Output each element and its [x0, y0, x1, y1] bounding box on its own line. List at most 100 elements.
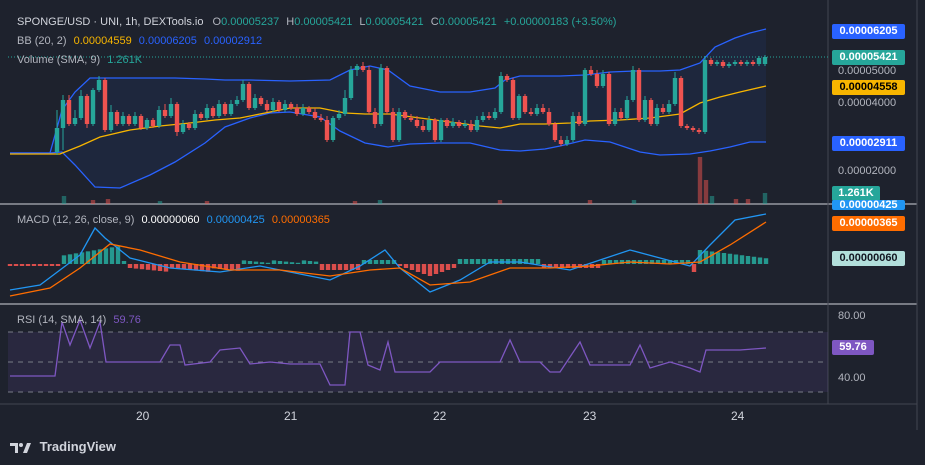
macd-hist-bar — [121, 261, 127, 264]
volume-bar — [697, 157, 703, 204]
macd-hist-bar — [421, 264, 427, 274]
candle — [210, 106, 216, 118]
candle — [666, 100, 672, 114]
macd-hist-bar — [79, 252, 85, 264]
candle — [678, 76, 684, 128]
macd-hist-bar — [151, 264, 157, 271]
macd-hist-bar — [649, 260, 655, 264]
candle — [714, 60, 720, 66]
rsi-legend[interactable]: RSI (14, SMA, 14) 59.76 — [17, 314, 141, 326]
candle — [78, 90, 84, 120]
macd-hist-bar — [757, 257, 763, 264]
candle — [450, 118, 456, 128]
macd-hist-bar — [709, 251, 715, 264]
candle — [432, 118, 438, 142]
main-legend[interactable]: SPONGE/USD · UNI, 1h, DEXTools.io O0.000… — [17, 16, 616, 28]
volume-legend[interactable]: Volume (SMA, 9) 1.261K — [17, 54, 142, 66]
candle — [402, 110, 408, 120]
signal-line — [9, 221, 767, 297]
open-value: 0.00005237 — [221, 16, 280, 28]
macd-hist-bar — [469, 259, 475, 264]
candle — [336, 110, 342, 120]
macd-hist-bar — [763, 258, 769, 264]
macd-hist-bar — [163, 264, 169, 272]
macd-hist-bar — [169, 264, 175, 269]
candle — [204, 104, 210, 120]
macd-hist-bar — [301, 260, 307, 264]
macd-hist-bar — [115, 246, 121, 264]
bb-lower-line — [10, 111, 766, 189]
time-axis-label: 20 — [136, 409, 150, 423]
candle — [156, 106, 162, 128]
macd-hist-bar — [223, 264, 229, 270]
macd-hist-bar — [397, 264, 403, 266]
macd-hist-bar — [721, 253, 727, 264]
candle — [474, 116, 480, 132]
macd-hist-bar — [553, 264, 559, 268]
candle — [438, 118, 444, 142]
macd-hist-bar — [463, 259, 469, 264]
tradingview-brand[interactable]: TradingView — [10, 439, 116, 455]
volume-bar — [105, 199, 111, 204]
macd-hist-bar — [109, 247, 115, 264]
volume-bar — [377, 200, 383, 204]
candle — [756, 56, 762, 66]
tradingview-logo-icon — [10, 442, 31, 453]
close-value: 0.00005421 — [438, 16, 497, 28]
macd-hist-bar — [253, 261, 259, 264]
macd-hist-bar — [535, 259, 541, 264]
candle — [516, 94, 522, 120]
candle — [480, 112, 486, 122]
macd-signal-value: 0.00000365 — [271, 214, 330, 226]
macd-hist-bar — [307, 261, 313, 264]
macd-lines — [9, 213, 767, 297]
candle — [408, 114, 414, 122]
candle — [342, 90, 348, 116]
candle — [120, 112, 126, 126]
macd-hist-bar — [691, 264, 697, 272]
candle — [612, 108, 618, 126]
macd-hist-bar — [379, 260, 385, 264]
macd-hist-bar — [403, 264, 409, 268]
macd-signal-tag: 0.00000365 — [832, 216, 905, 231]
candle — [594, 70, 600, 88]
macd-hist-bar — [25, 264, 31, 266]
candle — [192, 110, 198, 130]
price-axis-label: 0.00002000 — [838, 165, 897, 177]
macd-hist-bar — [277, 261, 283, 264]
macd-hist-bar — [643, 260, 649, 264]
candle — [420, 120, 426, 132]
rsi-polyline — [10, 318, 767, 386]
volume-bar — [61, 196, 67, 204]
macd-hist-bar — [313, 261, 319, 264]
symbol-label: SPONGE/USD · UNI, 1h, DEXTools.io — [17, 16, 204, 28]
macd-hist-bar — [661, 260, 667, 264]
candle — [426, 116, 432, 132]
rsi-tag: 59.76 — [832, 340, 874, 355]
macd-hist-bar — [529, 259, 535, 264]
macd-legend[interactable]: MACD (12, 26, close, 9) 0.00000060 0.000… — [17, 214, 330, 226]
bb-legend[interactable]: BB (20, 2) 0.00004559 0.00006205 0.00002… — [17, 35, 262, 47]
macd-hist-bar — [127, 264, 133, 268]
candle — [618, 108, 624, 120]
volume-bar — [733, 199, 739, 204]
time-axis-label: 24 — [731, 409, 745, 423]
candle — [690, 126, 696, 132]
macd-hist-value: 0.00000060 — [141, 214, 200, 226]
macd-hist-bar — [427, 264, 433, 276]
volume-tag: 1.261K — [832, 186, 880, 201]
macd-hist-bar — [181, 264, 187, 270]
macd-hist-bar — [97, 249, 103, 264]
macd-hist-bar — [325, 264, 331, 270]
volume-label: Volume (SMA, 9) — [17, 54, 101, 66]
candle — [60, 95, 66, 150]
macd-hist-bar — [571, 264, 577, 268]
volume-bars — [61, 157, 768, 204]
macd-hist-bar — [361, 260, 367, 264]
time-axis-label: 23 — [583, 409, 597, 423]
macd-hist-bar — [133, 264, 139, 269]
macd-hist-bar — [445, 264, 451, 270]
macd-hist-bar — [175, 264, 181, 269]
macd-hist-bar — [217, 264, 223, 269]
